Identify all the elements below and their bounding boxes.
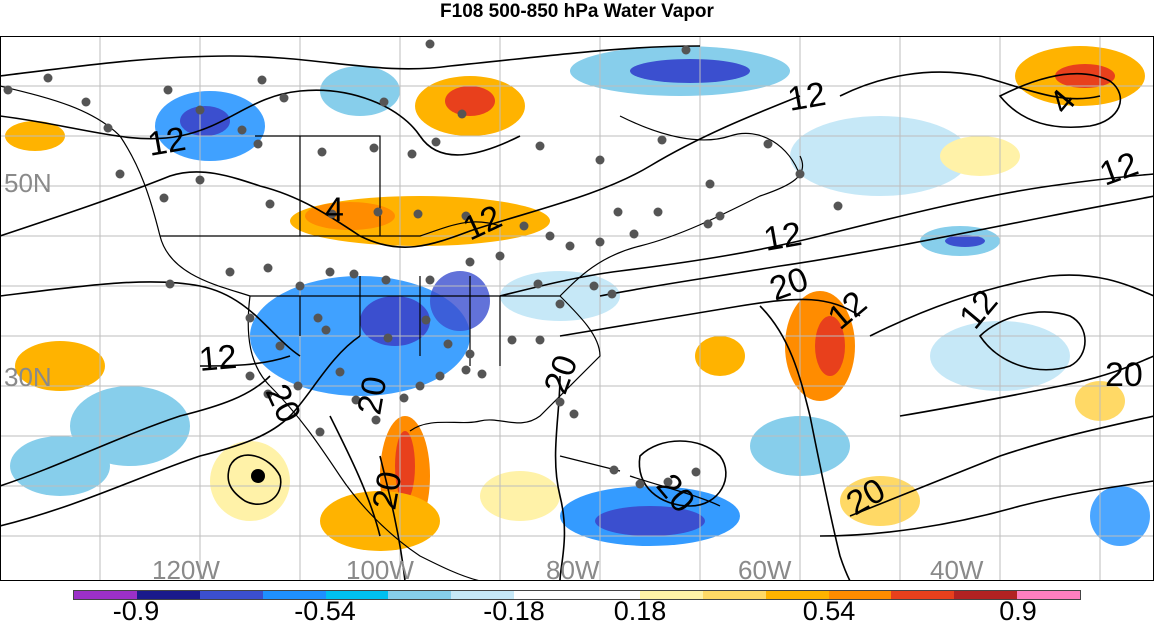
colorbar-swatch — [325, 591, 389, 599]
colorbar-swatch — [388, 591, 452, 599]
colorbar-swatch — [577, 591, 640, 599]
contour-label: 20 — [365, 469, 409, 513]
colorbar-tick-label: -0.18 — [483, 596, 545, 626]
colorbar-swatch — [828, 591, 892, 599]
colorbar-swatch — [136, 591, 200, 599]
colorbar-swatch — [1017, 591, 1080, 599]
colorbar-tick-label: 0.9 — [999, 596, 1037, 626]
colorbar-swatch — [514, 591, 577, 599]
lat-lon-grid — [0, 36, 1154, 581]
storm-marker — [251, 469, 265, 483]
colorbar-swatch — [702, 591, 766, 599]
lon-label-80w: 80W — [546, 555, 600, 581]
contour-label: 12 — [145, 120, 189, 164]
colorbar-swatch — [262, 591, 326, 599]
colorbar-swatch — [639, 591, 703, 599]
colorbar-swatch — [954, 591, 1018, 599]
colorbar — [73, 590, 1081, 600]
contour-lines — [0, 45, 1154, 581]
lon-label-60w: 60W — [738, 555, 792, 581]
colorbar-swatch — [74, 591, 137, 599]
lon-labels: 120W 100W 80W 60W 40W — [152, 555, 984, 581]
colorbar-tick-label: -0.9 — [112, 596, 160, 626]
colorbar-swatch — [451, 591, 515, 599]
colorbar-swatch — [765, 591, 829, 599]
colorbar-swatch — [891, 591, 955, 599]
contour-label: 12 — [785, 75, 829, 119]
contour-label: 12 — [761, 215, 805, 259]
anomaly-shading — [5, 46, 1150, 551]
contour-label: 20 — [350, 374, 394, 418]
lon-label-100w: 100W — [346, 555, 414, 581]
lat-labels: 50N 30N — [4, 168, 52, 392]
lat-label-50n: 50N — [4, 168, 52, 198]
lat-label-30n: 30N — [4, 362, 52, 392]
contour-label: 12 — [197, 338, 238, 379]
colorbar-tick-label: 0.18 — [613, 596, 667, 626]
colorbar-tick-label: -0.54 — [294, 596, 356, 626]
contour-label: 20 — [1105, 356, 1143, 394]
water-vapor-map: 12 12 12 12 12 12 12 12 4 4 20 20 20 20 … — [0, 36, 1154, 581]
colorbar-tick-label: 0.54 — [802, 596, 856, 626]
colorbar-swatch — [199, 591, 263, 599]
lon-label-120w: 120W — [152, 555, 220, 581]
chart-title: F108 500-850 hPa Water Vapor — [440, 1, 714, 22]
station-markers — [3, 39, 843, 489]
lon-label-40w: 40W — [930, 555, 984, 581]
contour-label: 4 — [325, 191, 344, 229]
